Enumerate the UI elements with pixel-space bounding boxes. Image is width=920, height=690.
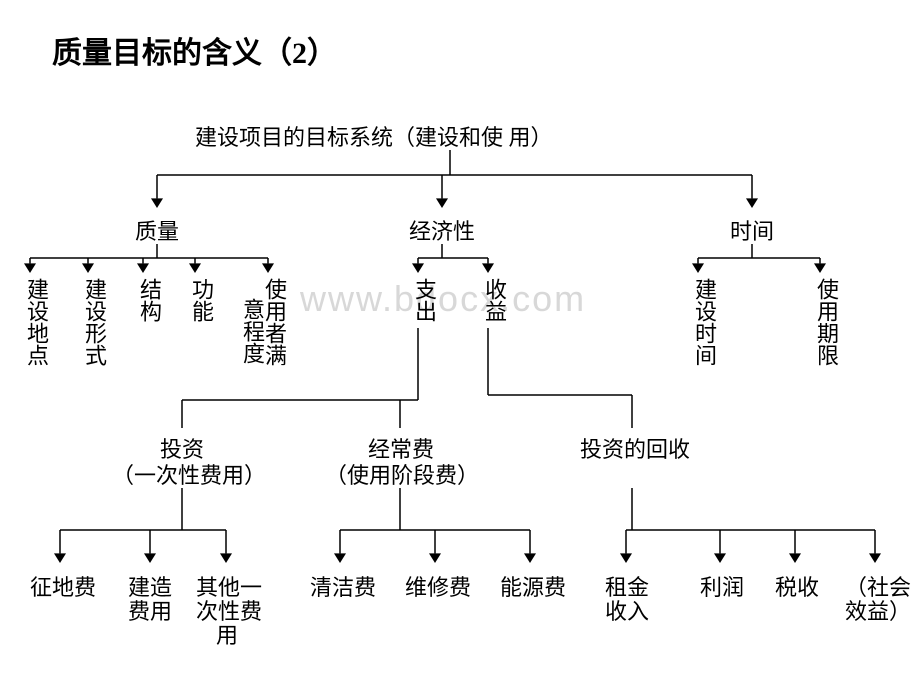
node-e1: 支出 [408,278,440,322]
node-t1: 建设时间 [688,278,720,366]
page-title: 质量目标的含义（2） [52,28,337,72]
node-l9: 税收 [775,570,819,602]
node-e2: 收益 [478,278,510,322]
node-t2: 使用期限 [810,278,842,366]
node-time: 时间 [730,214,774,246]
node-root: 建设项目的目标系统（建设和使 用） [195,120,553,152]
node-q4: 功能 [185,278,217,322]
node-econ: 经济性 [409,214,475,246]
node-q2: 建设形式 [78,278,110,366]
node-l8: 利润 [700,570,744,602]
node-l2b: 费用 [128,594,172,626]
node-q3: 结构 [133,278,165,322]
node-quality: 质量 [135,214,179,246]
node-l4: 清洁费 [310,570,376,602]
node-l3c: 用 [216,618,238,650]
node-rec2: （使用阶段费） [325,458,479,490]
watermark: www.bdocx.com [300,278,586,320]
node-q1: 建设地点 [20,278,52,366]
node-l6: 能源费 [500,570,566,602]
node-l7b: 收入 [605,594,649,626]
node-inv2: （一次性费用） [112,458,266,490]
node-l1a: 征地费 [30,570,96,602]
node-q5b: 意程度 [236,298,268,364]
node-l5: 维修费 [405,570,471,602]
node-l10b: 效益） [845,594,911,626]
node-roi: 投资的回收 [580,432,690,464]
